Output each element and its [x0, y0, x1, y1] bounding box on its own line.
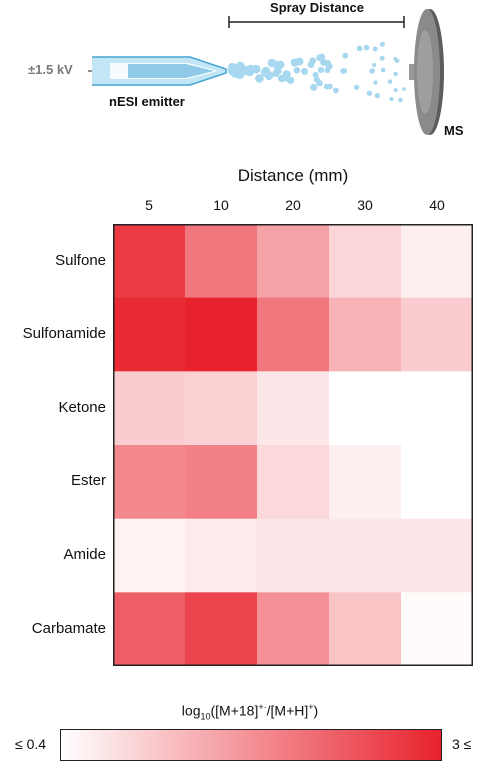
heatmap-cell [401, 445, 473, 520]
colorbar-max-label: 3 ≤ [452, 736, 472, 752]
heatmap-cell [113, 445, 186, 520]
heatmap-cell [257, 224, 330, 299]
heatmap-cell [401, 592, 473, 666]
spray-distance-bracket [228, 16, 405, 28]
heatmap-cell [401, 224, 473, 299]
spray-distance-label: Spray Distance [270, 0, 364, 15]
y-tick-label: Amide [63, 546, 106, 563]
heatmap-cell [257, 297, 330, 372]
heatmap-cell [329, 592, 402, 666]
heatmap-cell [113, 518, 186, 593]
y-tick-label: Sulfone [55, 252, 106, 269]
emitter-label: nESI emitter [109, 94, 185, 109]
spray-schematic [88, 9, 444, 135]
heatmap-grid [113, 224, 473, 666]
x-tick-label: 40 [429, 197, 445, 213]
mass-spectrometer-icon [409, 9, 444, 135]
heatmap-cell [401, 371, 473, 446]
heatmap-cell [113, 297, 186, 372]
heatmap-cell [185, 592, 258, 666]
y-tick-label: Carbamate [31, 620, 106, 637]
x-tick-label: 5 [145, 197, 153, 213]
heatmap-cell [257, 518, 330, 593]
heatmap-cell [113, 224, 186, 299]
heatmap-cell [401, 297, 473, 372]
heatmap-cell [329, 224, 402, 299]
heatmap-cell [185, 297, 258, 372]
heatmap-cell [329, 371, 402, 446]
ms-label: MS [444, 123, 464, 138]
colorbar-title: log10([M+18]+·/[M+H]+) [181, 702, 319, 722]
heatmap-cell [329, 445, 402, 520]
x-tick-label: 10 [213, 197, 229, 213]
y-tick-label: Ester [70, 472, 106, 489]
heatmap-cell [185, 371, 258, 446]
heatmap-cell [257, 592, 330, 666]
x-tick-label: 30 [357, 197, 373, 213]
y-tick-label: Sulfonamide [22, 325, 106, 342]
heatmap-cell [257, 445, 330, 520]
colorbar [60, 729, 442, 761]
x-tick-label: 20 [285, 197, 301, 213]
y-tick-label: Ketone [58, 399, 106, 416]
heatmap-cell [329, 297, 402, 372]
heatmap-cell [185, 445, 258, 520]
heatmap-cell [401, 518, 473, 593]
heatmap-cell [185, 518, 258, 593]
heatmap-cell [113, 592, 186, 666]
nesi-emitter-icon [92, 56, 227, 86]
heatmap-cell [257, 371, 330, 446]
spray-droplets-icon [227, 41, 406, 103]
colorbar-min-label: ≤ 0.4 [15, 736, 47, 752]
heatmap-cell [185, 224, 258, 299]
heatmap-cell [113, 371, 186, 446]
heatmap-border [113, 224, 473, 666]
heatmap-cell [329, 518, 402, 593]
voltage-label: ±1.5 kV [28, 62, 73, 77]
x-axis-title: Distance (mm) [237, 166, 349, 185]
